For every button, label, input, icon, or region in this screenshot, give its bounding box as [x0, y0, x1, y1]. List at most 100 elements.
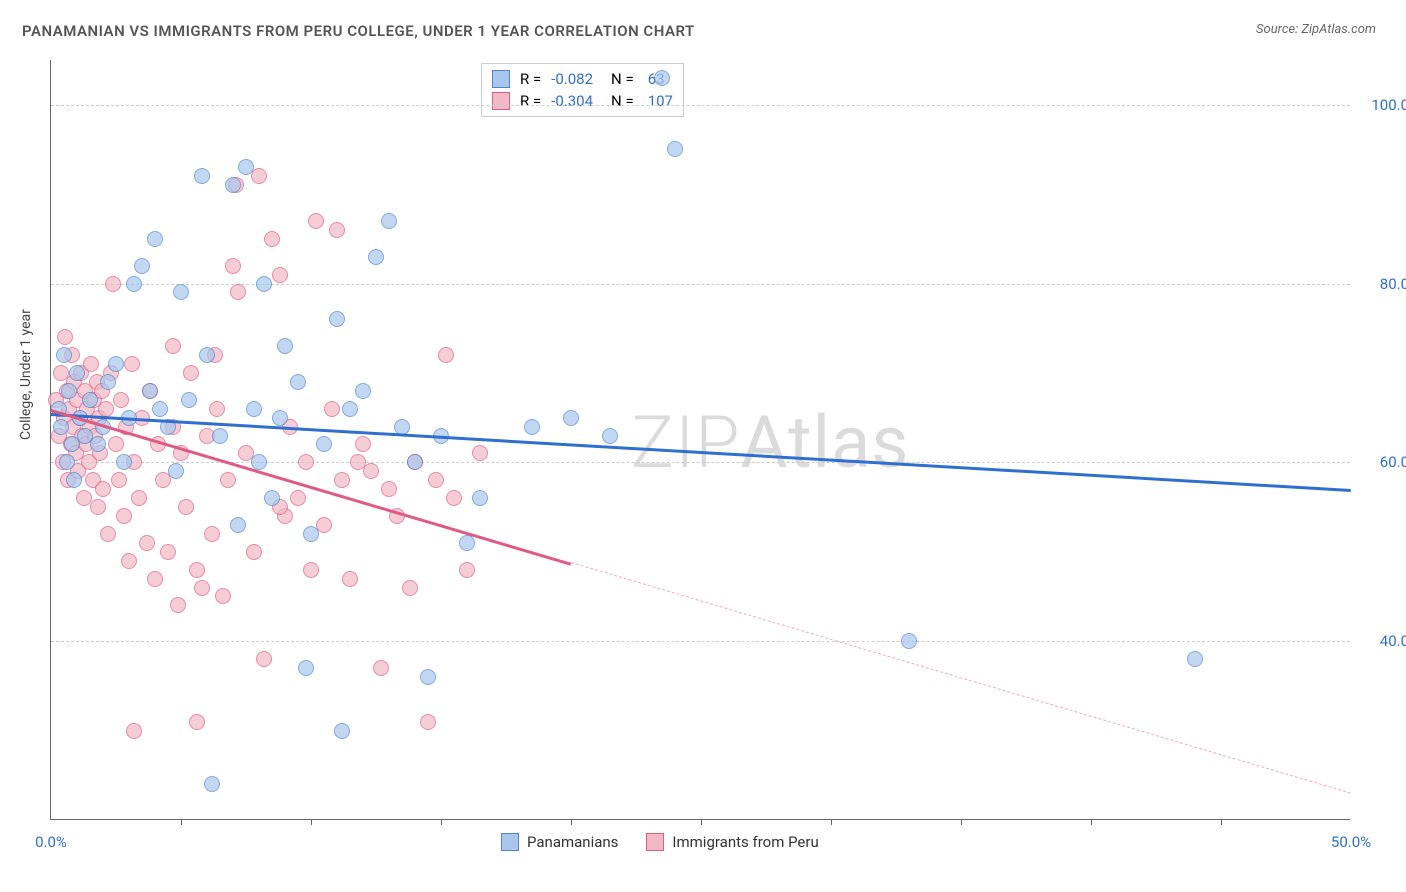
legend-n-value-2: 107	[648, 90, 673, 112]
data-point	[189, 562, 205, 578]
data-point	[246, 401, 262, 417]
legend-r-label: R =	[520, 90, 541, 112]
legend-r-value-2: -0.304	[551, 90, 593, 112]
y-tick-label: 60.0%	[1380, 453, 1406, 471]
x-tick-minor	[441, 819, 442, 825]
data-point	[334, 472, 350, 488]
gridline-h	[51, 284, 1350, 285]
data-point	[355, 383, 371, 399]
data-point	[108, 356, 124, 372]
data-point	[256, 651, 272, 667]
trend-line-dashed	[571, 563, 1351, 795]
data-point	[563, 410, 579, 426]
data-point	[298, 454, 314, 470]
legend-correlation: R = -0.082 N = 63 R = -0.304 N = 107	[481, 63, 684, 117]
data-point	[113, 392, 129, 408]
chart-title: PANAMANIAN VS IMMIGRANTS FROM PERU COLLE…	[22, 22, 695, 40]
data-point	[329, 222, 345, 238]
data-point	[116, 508, 132, 524]
data-point	[204, 526, 220, 542]
swatch-series-1	[492, 70, 510, 88]
data-point	[316, 436, 332, 452]
gridline-h	[51, 462, 1350, 463]
x-tick-minor	[1221, 819, 1222, 825]
data-point	[168, 463, 184, 479]
data-point	[61, 383, 77, 399]
data-point	[209, 401, 225, 417]
data-point	[165, 338, 181, 354]
legend-row-series-1: R = -0.082 N = 63	[492, 68, 673, 90]
data-point	[230, 284, 246, 300]
x-tick-minor	[311, 819, 312, 825]
data-point	[59, 454, 75, 470]
gridline-h	[51, 105, 1350, 106]
data-point	[95, 481, 111, 497]
legend-n-label: N =	[611, 90, 634, 112]
data-point	[98, 401, 114, 417]
data-point	[667, 141, 683, 157]
y-tick-label: 80.0%	[1380, 275, 1406, 293]
data-point	[147, 571, 163, 587]
data-point	[363, 463, 379, 479]
data-point	[472, 445, 488, 461]
data-point	[116, 454, 132, 470]
data-point	[170, 597, 186, 613]
data-point	[272, 410, 288, 426]
data-point	[381, 481, 397, 497]
x-tick-label: 50.0%	[1331, 833, 1371, 851]
data-point	[329, 311, 345, 327]
data-point	[654, 70, 670, 86]
data-point	[246, 544, 262, 560]
data-point	[108, 436, 124, 452]
data-point	[459, 562, 475, 578]
data-point	[194, 168, 210, 184]
data-point	[381, 213, 397, 229]
data-point	[901, 633, 917, 649]
legend-label-1: Panamanians	[527, 833, 618, 851]
data-point	[147, 231, 163, 247]
legend-series: Panamanians Immigrants from Peru	[501, 833, 819, 851]
data-point	[272, 267, 288, 283]
y-tick-label: 40.0%	[1380, 632, 1406, 650]
y-axis-title: College, Under 1 year	[18, 309, 34, 440]
x-tick-minor	[701, 819, 702, 825]
data-point	[100, 526, 116, 542]
data-point	[342, 401, 358, 417]
legend-item-1: Panamanians	[501, 833, 618, 851]
data-point	[105, 276, 121, 292]
data-point	[199, 347, 215, 363]
data-point	[350, 454, 366, 470]
data-point	[303, 562, 319, 578]
data-point	[83, 356, 99, 372]
data-point	[90, 499, 106, 515]
data-point	[420, 669, 436, 685]
data-point	[194, 580, 210, 596]
data-point	[298, 660, 314, 676]
data-point	[264, 231, 280, 247]
legend-row-series-2: R = -0.304 N = 107	[492, 90, 673, 112]
data-point	[290, 490, 306, 506]
data-point	[215, 588, 231, 604]
legend-label-2: Immigrants from Peru	[672, 833, 818, 851]
data-point	[66, 472, 82, 488]
swatch-series-2-bottom	[646, 833, 664, 851]
data-point	[139, 535, 155, 551]
data-point	[368, 249, 384, 265]
legend-r-value-1: -0.082	[551, 68, 593, 90]
data-point	[100, 374, 116, 390]
source-label: Source: ZipAtlas.com	[1256, 22, 1376, 37]
data-point	[134, 258, 150, 274]
data-point	[56, 347, 72, 363]
data-point	[212, 428, 228, 444]
data-point	[303, 526, 319, 542]
data-point	[238, 159, 254, 175]
x-tick-minor	[831, 819, 832, 825]
data-point	[183, 365, 199, 381]
data-point	[256, 276, 272, 292]
data-point	[373, 660, 389, 676]
data-point	[420, 714, 436, 730]
gridline-h	[51, 641, 1350, 642]
data-point	[76, 490, 92, 506]
data-point	[264, 490, 280, 506]
data-point	[160, 544, 176, 560]
